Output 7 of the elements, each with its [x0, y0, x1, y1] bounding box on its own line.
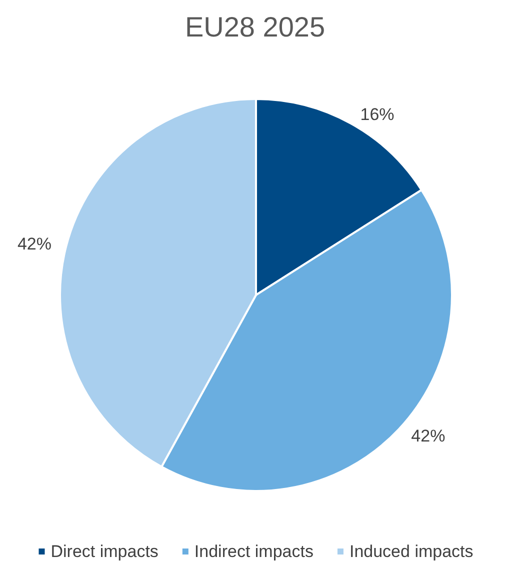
legend-label: Indirect impacts	[194, 542, 314, 561]
data-label: 42%	[17, 234, 52, 254]
data-label: 16%	[360, 104, 394, 124]
legend-label: Induced impacts	[349, 542, 474, 561]
legend-label: Direct impacts	[50, 542, 158, 561]
chart-title: EU28 2025	[184, 12, 326, 42]
data-label: 42%	[411, 426, 446, 446]
